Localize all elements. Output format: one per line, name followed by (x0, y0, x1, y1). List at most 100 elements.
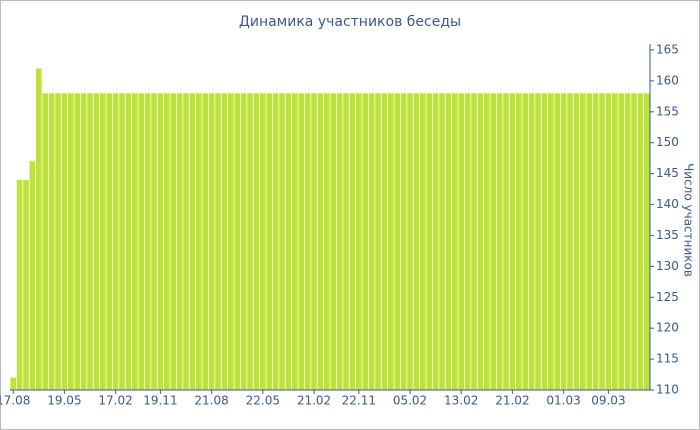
bar (579, 93, 586, 390)
bar (394, 93, 401, 390)
bar (554, 93, 561, 390)
bar (55, 93, 61, 390)
bar (592, 93, 599, 390)
bar (560, 93, 567, 390)
x-tick-label: 22.05 (246, 394, 280, 408)
bar (490, 93, 497, 390)
bar (163, 93, 170, 390)
bar (131, 93, 138, 390)
bar (170, 93, 177, 390)
y-tick-label: 155 (656, 104, 679, 118)
x-tick-label: 05.02 (393, 394, 427, 408)
bar (157, 93, 164, 390)
bar (272, 93, 279, 390)
bar (400, 93, 407, 390)
bar (439, 93, 445, 390)
bar (477, 93, 484, 390)
bar (547, 93, 554, 390)
bar (80, 93, 87, 390)
bar (189, 93, 196, 390)
x-tick-label: 01.03 (546, 394, 580, 408)
bar (240, 93, 247, 390)
x-tick-label: 21.02 (495, 394, 529, 408)
bar (125, 93, 132, 390)
bar (176, 93, 183, 390)
bar (631, 93, 637, 390)
bar (643, 93, 650, 390)
bar (515, 93, 522, 390)
y-axis-label: Число участников (682, 163, 696, 277)
bar (112, 93, 119, 390)
bar (387, 93, 394, 390)
bar (247, 93, 253, 390)
bar (611, 93, 618, 390)
bar (106, 93, 113, 390)
bar (285, 93, 292, 390)
bar (573, 93, 580, 390)
y-tick-label: 125 (656, 290, 679, 304)
bar (304, 93, 311, 390)
bar (605, 93, 612, 390)
x-tick-label: 17.02 (98, 394, 132, 408)
bar (298, 93, 305, 390)
bar (279, 93, 285, 390)
bar (451, 93, 458, 390)
bar (413, 93, 420, 390)
bar (464, 93, 471, 390)
bar (535, 93, 541, 390)
bar (48, 93, 55, 390)
bar (74, 93, 81, 390)
bar (10, 377, 17, 390)
bar (202, 93, 209, 390)
bar (503, 93, 509, 390)
bar (221, 93, 228, 390)
bar (99, 93, 106, 390)
bar (445, 93, 452, 390)
bar (16, 179, 23, 390)
bar (93, 93, 100, 390)
bar (195, 93, 202, 390)
chart-title: Динамика участников беседы (239, 14, 461, 30)
y-tick-label: 165 (656, 43, 679, 57)
y-tick-label: 145 (656, 166, 679, 180)
bar (336, 93, 343, 390)
bar (42, 93, 49, 390)
bar (599, 93, 605, 390)
bar (368, 93, 375, 390)
y-tick-label: 140 (656, 197, 679, 211)
bar (215, 93, 221, 390)
bar (343, 93, 349, 390)
bar (253, 93, 260, 390)
y-tick-label: 120 (656, 321, 679, 335)
bar (138, 93, 145, 390)
bar (291, 93, 298, 390)
bar (208, 93, 215, 390)
bar (407, 93, 413, 390)
bar (119, 93, 125, 390)
bar (586, 93, 593, 390)
bar (637, 93, 644, 390)
bar (67, 93, 74, 390)
y-tick-label: 150 (656, 135, 679, 149)
bar (266, 93, 273, 390)
bar (528, 93, 535, 390)
bar (567, 93, 573, 390)
bar (183, 93, 189, 390)
bar (29, 161, 36, 390)
bar (311, 93, 317, 390)
bar (381, 93, 388, 390)
y-tick-label: 115 (656, 352, 679, 366)
bar (355, 93, 362, 390)
x-tick-label: 09.03 (591, 394, 625, 408)
bar (151, 93, 157, 390)
bar (349, 93, 356, 390)
y-tick-label: 110 (656, 383, 679, 397)
x-tick-label: 22.11 (342, 394, 376, 408)
x-tick-label: 21.02 (297, 394, 331, 408)
bar (259, 93, 266, 390)
bar (330, 93, 337, 390)
y-tick-label: 160 (656, 73, 679, 87)
bar (541, 93, 548, 390)
bar (496, 93, 503, 390)
